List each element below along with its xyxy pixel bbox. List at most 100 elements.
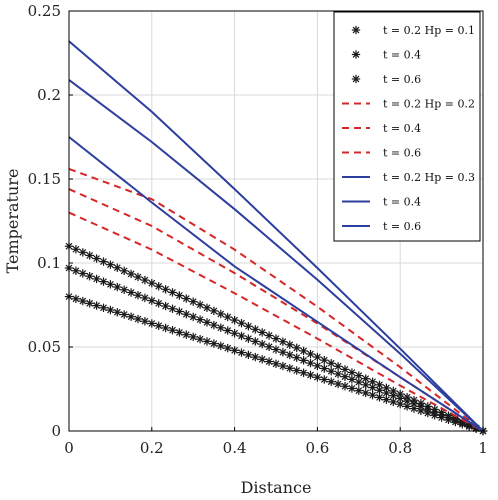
series-2-marker <box>416 399 426 408</box>
series-2-marker <box>347 368 357 377</box>
series-2-marker <box>168 288 177 297</box>
x-tick-label: 0.8 <box>388 439 412 457</box>
series-1-marker <box>292 353 301 362</box>
series-2-marker <box>237 319 246 328</box>
series-0-marker <box>189 332 198 342</box>
legend-item-6: t = 0.2 Hp = 0.3 <box>342 171 475 184</box>
series-0-marker <box>340 382 350 391</box>
series-0-marker <box>223 343 232 353</box>
series-2-marker <box>306 349 315 359</box>
series-2-marker <box>106 260 115 269</box>
series-2-marker <box>278 337 288 346</box>
series-2-marker <box>402 392 412 402</box>
series-2-marker <box>327 359 336 368</box>
series-2-marker <box>126 269 136 279</box>
series-1-marker <box>271 345 281 354</box>
series-0-marker <box>85 299 94 308</box>
series-1-marker <box>133 291 143 300</box>
series-0-marker <box>244 350 253 360</box>
legend-item-3: t = 0.2 Hp = 0.2 <box>342 98 475 111</box>
series-0-marker <box>161 323 170 333</box>
series-0-marker <box>306 370 315 380</box>
series-0-marker <box>99 303 108 312</box>
series-1-marker <box>113 282 122 292</box>
series-2-marker <box>216 309 225 319</box>
series-0-marker <box>271 359 281 368</box>
series-2-marker <box>175 291 184 300</box>
legend-box <box>333 11 481 242</box>
series-1-marker <box>71 266 81 275</box>
series-0-marker <box>209 339 219 348</box>
series-0-marker <box>168 326 177 335</box>
series-1-marker <box>85 271 94 281</box>
series-0-marker <box>347 384 357 393</box>
x-tick-label: 0.2 <box>140 439 164 457</box>
x-tick-label: 0.6 <box>305 439 329 457</box>
legend-marker <box>351 50 361 59</box>
series-2-marker <box>140 275 150 285</box>
series-1-marker <box>251 337 260 346</box>
series-0-marker <box>264 357 274 366</box>
series-0-marker <box>285 364 294 373</box>
legend-item-8: t = 0.6 <box>342 220 421 233</box>
series-2-marker <box>223 312 232 322</box>
series-2-marker <box>409 396 419 405</box>
tick-labels: 0 0.2 0.4 0.6 0.8 1 0 0.05 0.1 0.15 0.2 0.25 <box>28 2 488 457</box>
series-1-marker <box>99 277 108 286</box>
series-2-marker <box>396 389 405 399</box>
series-1-marker <box>313 361 322 371</box>
y-tick-label: 0 <box>51 422 61 440</box>
series-2-marker <box>251 325 260 334</box>
x-tick-label: 0.4 <box>223 439 247 457</box>
series-2-marker <box>209 306 219 316</box>
series-0-marker <box>327 377 336 386</box>
series-0-marker <box>216 341 225 351</box>
series-1-marker <box>140 293 150 303</box>
series-0-marker <box>230 346 239 355</box>
series-1-marker <box>182 310 191 319</box>
series-2-marker <box>333 362 343 371</box>
series-7 <box>68 79 484 432</box>
legend-marker <box>351 74 361 84</box>
series-1-marker <box>230 329 239 338</box>
series-0-marker <box>126 312 136 321</box>
legend-label: t = 0.6 <box>383 73 421 86</box>
series-1-marker <box>340 372 350 381</box>
series-1-marker <box>168 304 177 313</box>
x-tick-label: 0 <box>64 439 74 457</box>
legend-item-2: t = 0.6 <box>351 73 421 86</box>
legend-label: t = 0.6 <box>383 220 421 233</box>
series-0-marker <box>299 368 308 377</box>
series-5 <box>68 167 484 432</box>
y-tick-label: 0.25 <box>28 2 61 20</box>
series-2-marker <box>85 251 94 260</box>
series-1-marker <box>382 388 391 398</box>
series-0-marker <box>333 379 343 389</box>
series-2-marker <box>154 282 163 291</box>
series-1-marker <box>320 364 329 373</box>
series-0-marker <box>313 373 322 382</box>
series-3 <box>68 211 484 432</box>
series-0-marker <box>292 366 301 375</box>
series-7-line <box>68 79 484 432</box>
series-2-marker <box>133 272 143 282</box>
series-0-marker <box>278 361 288 371</box>
legend-label: t = 0.4 <box>383 196 421 209</box>
legend-item-0: t = 0.2 Hp = 0.1 <box>351 24 475 37</box>
series-2-marker <box>230 315 239 325</box>
series-1-marker <box>333 369 343 379</box>
series-1-marker <box>237 331 246 341</box>
legend-item-7: t = 0.4 <box>342 196 421 209</box>
legend-label: t = 0.4 <box>383 49 421 62</box>
series-2-marker <box>430 405 439 414</box>
series-2-marker <box>423 402 432 411</box>
legend-label: t = 0.4 <box>383 122 421 135</box>
series-1-marker <box>327 367 336 376</box>
series-1-marker <box>147 296 156 305</box>
series-1-marker <box>126 288 136 297</box>
series-2-marker <box>195 300 205 309</box>
series-2-marker <box>182 294 191 303</box>
series-0-marker <box>320 375 329 384</box>
series-6-line <box>68 136 484 432</box>
series-2-marker <box>113 263 122 272</box>
